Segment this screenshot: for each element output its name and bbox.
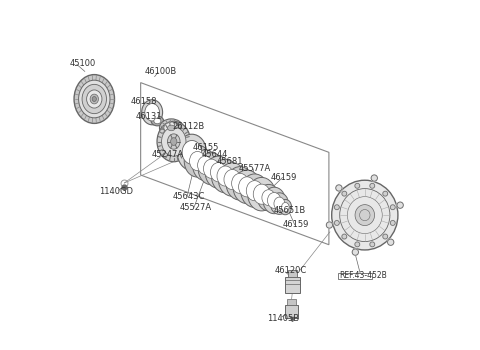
Text: 46100B: 46100B — [144, 66, 176, 76]
Ellipse shape — [248, 177, 276, 211]
Ellipse shape — [192, 150, 218, 181]
Circle shape — [355, 242, 360, 247]
Circle shape — [383, 234, 388, 239]
Text: 45247A: 45247A — [152, 150, 184, 159]
Ellipse shape — [170, 138, 177, 145]
Bar — [285, 305, 298, 318]
Ellipse shape — [224, 169, 240, 190]
Text: 1140GD: 1140GD — [99, 187, 133, 196]
Circle shape — [336, 185, 342, 191]
Ellipse shape — [79, 80, 110, 118]
Text: 45577A: 45577A — [239, 164, 271, 173]
Text: 46159: 46159 — [270, 173, 297, 182]
Ellipse shape — [253, 184, 270, 204]
Text: 45681: 45681 — [216, 157, 243, 166]
Circle shape — [335, 220, 339, 225]
Ellipse shape — [211, 159, 240, 193]
Text: 46155: 46155 — [193, 143, 219, 152]
Text: 45643C: 45643C — [173, 192, 205, 201]
Text: 45651B: 45651B — [274, 206, 306, 215]
Circle shape — [383, 191, 388, 196]
Ellipse shape — [205, 156, 232, 188]
Circle shape — [371, 175, 377, 181]
Text: 11405B: 11405B — [267, 314, 300, 323]
Ellipse shape — [355, 205, 374, 225]
Ellipse shape — [190, 152, 205, 171]
Text: 46131: 46131 — [135, 112, 162, 121]
Ellipse shape — [168, 125, 175, 131]
Ellipse shape — [198, 153, 225, 185]
Ellipse shape — [157, 121, 191, 162]
Ellipse shape — [92, 97, 96, 102]
Ellipse shape — [82, 84, 107, 114]
Circle shape — [355, 183, 360, 188]
Ellipse shape — [218, 163, 246, 196]
Ellipse shape — [257, 184, 280, 211]
Ellipse shape — [217, 166, 234, 186]
Ellipse shape — [159, 119, 183, 137]
Text: 46120C: 46120C — [274, 266, 306, 275]
Circle shape — [342, 234, 347, 239]
Ellipse shape — [282, 202, 289, 212]
Ellipse shape — [226, 167, 254, 200]
Ellipse shape — [263, 187, 285, 214]
Text: 46159: 46159 — [283, 220, 309, 229]
Ellipse shape — [177, 134, 206, 170]
Ellipse shape — [262, 190, 275, 205]
Circle shape — [390, 205, 395, 210]
Ellipse shape — [198, 156, 213, 174]
Circle shape — [370, 183, 375, 188]
Ellipse shape — [86, 90, 102, 108]
Ellipse shape — [240, 174, 269, 208]
Ellipse shape — [246, 181, 263, 201]
Circle shape — [352, 249, 359, 255]
Text: 45527A: 45527A — [180, 203, 212, 212]
Ellipse shape — [279, 199, 291, 215]
Ellipse shape — [184, 145, 211, 177]
Ellipse shape — [233, 170, 261, 204]
Text: 45100: 45100 — [69, 59, 96, 68]
Circle shape — [387, 239, 394, 245]
Ellipse shape — [267, 193, 281, 208]
Ellipse shape — [154, 118, 161, 124]
Text: 45644: 45644 — [202, 150, 228, 159]
Ellipse shape — [162, 127, 186, 156]
Bar — [288, 299, 296, 305]
Circle shape — [335, 205, 339, 210]
Ellipse shape — [142, 100, 163, 125]
Ellipse shape — [90, 94, 98, 104]
Bar — [288, 270, 297, 277]
Ellipse shape — [210, 163, 227, 182]
Circle shape — [326, 222, 333, 228]
Text: 26112B: 26112B — [172, 122, 204, 131]
Ellipse shape — [151, 116, 164, 126]
Circle shape — [390, 220, 395, 225]
Ellipse shape — [204, 159, 219, 178]
Ellipse shape — [164, 122, 179, 134]
Ellipse shape — [270, 193, 288, 215]
Ellipse shape — [74, 75, 115, 124]
Ellipse shape — [232, 173, 248, 194]
Ellipse shape — [332, 180, 398, 250]
Circle shape — [342, 191, 347, 196]
Bar — [285, 277, 300, 293]
Ellipse shape — [145, 104, 159, 121]
Text: 46158: 46158 — [131, 97, 157, 106]
Circle shape — [397, 202, 403, 208]
Text: REF.43-452B: REF.43-452B — [339, 271, 387, 280]
Circle shape — [370, 242, 375, 247]
Ellipse shape — [274, 197, 285, 210]
Ellipse shape — [168, 134, 180, 149]
Ellipse shape — [239, 177, 255, 197]
Ellipse shape — [182, 140, 202, 164]
